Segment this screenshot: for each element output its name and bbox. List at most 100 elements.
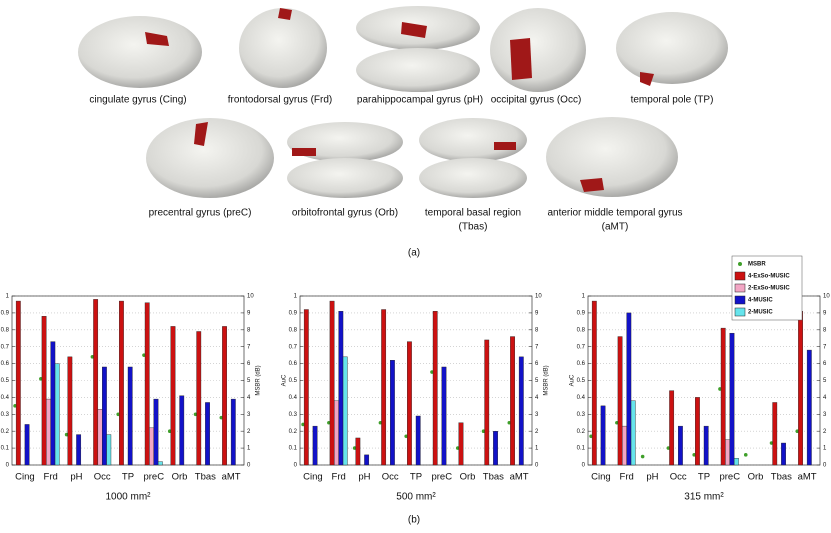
bar xyxy=(432,311,438,466)
bar xyxy=(678,425,683,466)
legend-swatch xyxy=(734,295,746,305)
y2-tick-label: 7 xyxy=(823,344,827,350)
y-tick-label: 0.9 xyxy=(289,310,298,316)
bar xyxy=(144,302,150,466)
bar xyxy=(669,390,675,466)
bar xyxy=(591,300,597,466)
bar xyxy=(41,316,47,466)
x-tick-label: TP xyxy=(410,472,422,483)
x-tick-label: preC xyxy=(719,472,740,483)
y-tick-label: 0.5 xyxy=(577,378,586,384)
y-tick-label: 0.2 xyxy=(577,429,586,435)
y-tick-label: 0 xyxy=(6,463,10,469)
x-tick-label: pH xyxy=(358,472,370,483)
bar xyxy=(303,309,309,466)
x-tick-label: Orb xyxy=(172,472,188,483)
legend-label: 4-ExSo-MUSIC xyxy=(748,274,790,280)
region-label: precentral gyrus (preC) xyxy=(149,208,252,219)
bar xyxy=(798,311,803,466)
x-axis-label: 315 mm² xyxy=(684,492,724,503)
bar xyxy=(93,299,99,466)
y2-tick-label: 6 xyxy=(535,361,539,367)
y-tick-label: 0.7 xyxy=(1,344,10,350)
x-tick-label: Tbas xyxy=(195,472,216,483)
legend-label: 4-MUSIC xyxy=(748,298,773,304)
x-tick-label: aMT xyxy=(510,472,529,483)
bar xyxy=(67,356,73,466)
bar xyxy=(334,400,339,466)
y2-tick-label: 3 xyxy=(247,412,251,418)
bar xyxy=(342,356,348,466)
y-tick-label: 0.8 xyxy=(289,327,298,333)
x-tick-label: Frd xyxy=(44,472,58,483)
bar xyxy=(46,398,51,466)
bar xyxy=(441,366,447,466)
y-tick-label: 0.4 xyxy=(1,395,10,401)
y-axis-label: AuC xyxy=(570,374,576,386)
y-tick-label: 0 xyxy=(294,463,298,469)
bar xyxy=(622,425,627,466)
y-tick-label: 0.6 xyxy=(1,361,10,367)
y-tick-label: 0.8 xyxy=(1,327,10,333)
x-tick-label: Occ xyxy=(94,472,111,483)
x-tick-label: pH xyxy=(70,472,82,483)
legend-swatch xyxy=(734,283,746,293)
bar xyxy=(600,405,606,466)
msbr-point xyxy=(743,453,748,457)
bar xyxy=(781,442,786,466)
region-label: orbitofrontal gyrus (Orb) xyxy=(292,208,398,219)
legend-label: 2-MUSIC xyxy=(748,310,773,316)
bar xyxy=(153,398,159,466)
bar xyxy=(230,398,236,466)
y2-tick-label: 1 xyxy=(247,446,251,452)
bar xyxy=(127,366,133,466)
y2-tick-label: 3 xyxy=(823,412,827,418)
y2-tick-label: 9 xyxy=(823,310,827,316)
region-label: temporal pole (TP) xyxy=(631,95,714,106)
bar xyxy=(695,397,700,466)
caption-b: (b) xyxy=(408,515,420,526)
y-tick-label: 0.2 xyxy=(289,429,298,435)
x-tick-label: pH xyxy=(646,472,658,483)
y2-tick-label: 4 xyxy=(247,395,251,401)
y2-tick-label: 9 xyxy=(535,310,539,316)
y2-tick-label: 10 xyxy=(823,294,830,300)
y-tick-label: 1 xyxy=(294,294,298,300)
y2-tick-label: 0 xyxy=(247,463,251,469)
msbr-point xyxy=(640,454,645,459)
bar xyxy=(407,341,412,466)
bar xyxy=(484,339,490,466)
bar xyxy=(106,434,112,466)
region-label: (Tbas) xyxy=(459,222,488,233)
y-tick-label: 0.6 xyxy=(577,361,586,367)
bar xyxy=(381,309,387,466)
y2-tick-label: 8 xyxy=(823,327,827,333)
y2-axis-label: MSBR (dB) xyxy=(256,365,262,395)
region-label: temporal basal region xyxy=(425,208,521,219)
region-label: cingulate gyrus (Cing) xyxy=(89,95,186,106)
y2-tick-label: 7 xyxy=(247,344,251,350)
bar xyxy=(729,332,735,466)
y2-tick-label: 2 xyxy=(247,429,251,435)
region-label: anterior middle temporal gyrus xyxy=(547,208,682,219)
bar xyxy=(312,425,318,466)
y-axis-label: AuC xyxy=(282,374,288,386)
bar xyxy=(806,349,812,466)
bar xyxy=(733,458,739,466)
region-label: parahippocampal gyrus (pH) xyxy=(357,95,483,106)
bar xyxy=(510,336,515,466)
x-tick-label: Orb xyxy=(748,472,764,483)
y2-tick-label: 9 xyxy=(247,310,251,316)
x-tick-label: Occ xyxy=(670,472,687,483)
bar xyxy=(338,311,344,466)
y2-tick-label: 6 xyxy=(823,361,827,367)
bar xyxy=(720,327,726,466)
bar xyxy=(97,409,103,466)
x-tick-label: Orb xyxy=(460,472,476,483)
brain-images xyxy=(78,6,728,198)
y-tick-label: 0.7 xyxy=(577,344,586,350)
bar xyxy=(617,336,623,466)
y2-axis-label: MSBR (dB) xyxy=(544,365,550,395)
y2-tick-label: 0 xyxy=(823,463,827,469)
